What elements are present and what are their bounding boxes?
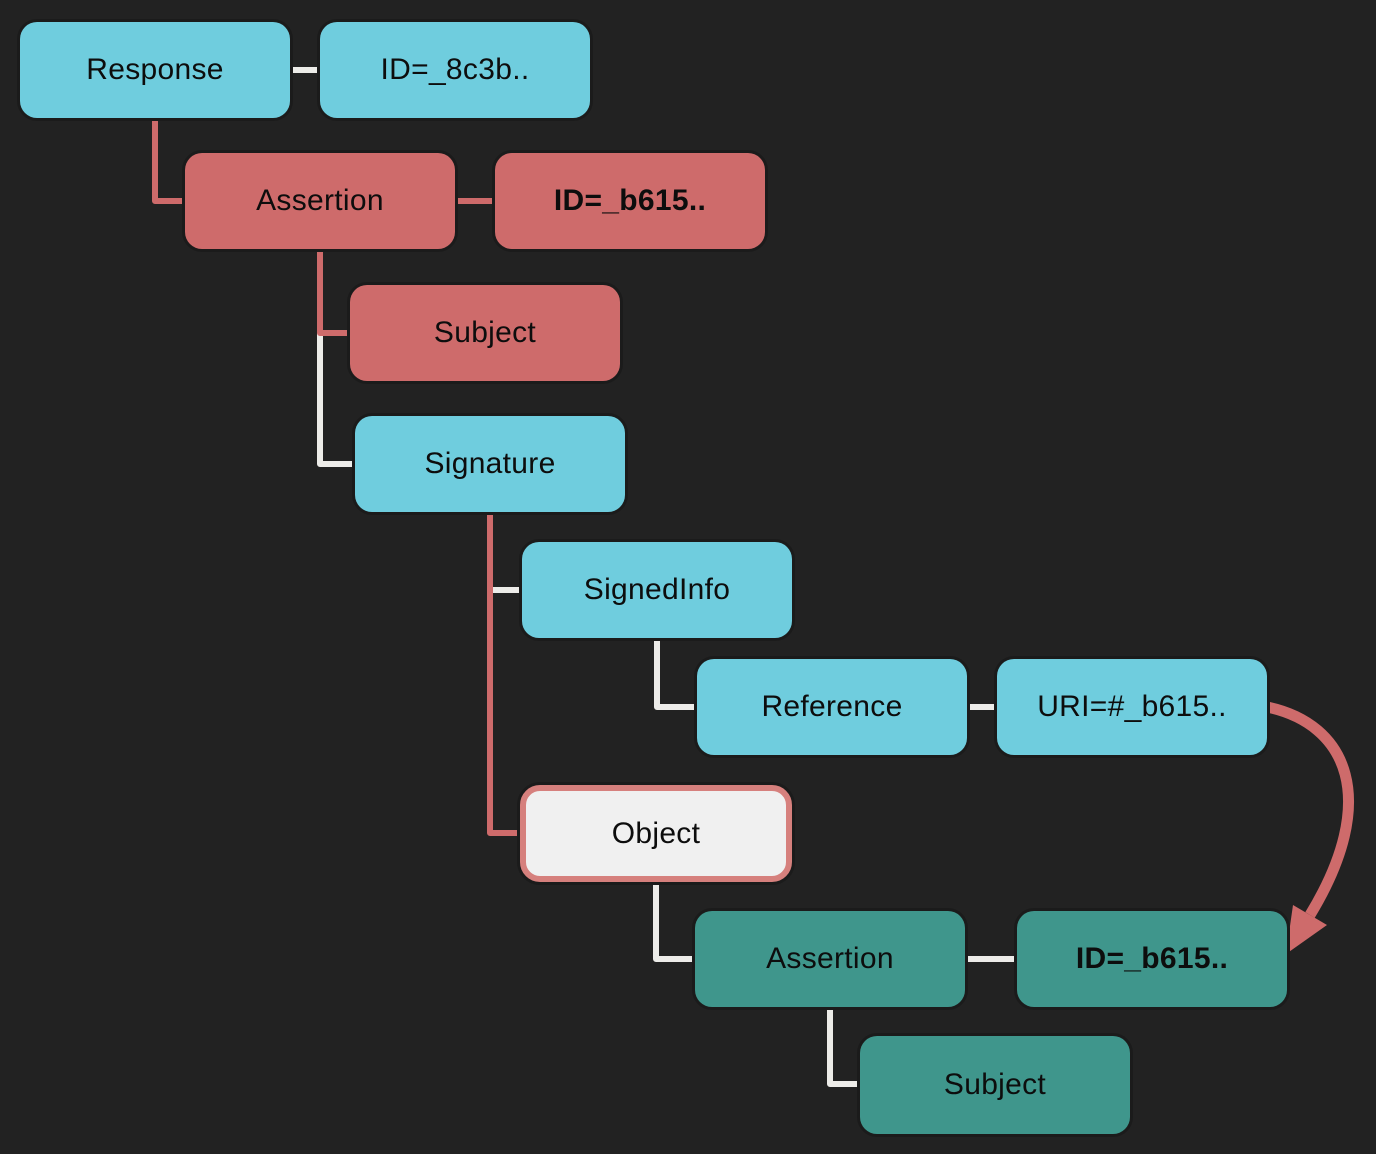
edge-assertion-wrapped-subject-wrapped [827,1007,860,1087]
node-id-b615-wrapped: ID=_b615.. [1017,911,1287,1007]
node-id-8c3b: ID=_8c3b.. [320,22,590,118]
node-reference: Reference [697,659,967,755]
curved-reference-arrow [1265,701,1355,918]
node-signedinfo: SignedInfo [522,542,792,638]
node-id-b615-outer: ID=_b615.. [495,153,765,249]
node-subject-outer: Subject [350,285,620,381]
node-object: Object [520,785,792,882]
edge-assertion-outer-subject-outer [317,249,350,336]
node-assertion-outer: Assertion [185,153,455,249]
node-response: Response [20,22,290,118]
edge-object-assertion-wrapped [653,882,695,962]
edge-signedinfo-reference [654,638,697,710]
edge-signature-object [487,512,520,836]
node-subject-wrapped: Subject [860,1036,1130,1134]
node-assertion-wrapped: Assertion [695,911,965,1007]
curved-reference-arrow-head [1286,905,1327,954]
edge-response-assertion-outer [152,118,185,204]
node-uri-b615: URI=#_b615.. [997,659,1267,755]
node-signature: Signature [355,416,625,512]
